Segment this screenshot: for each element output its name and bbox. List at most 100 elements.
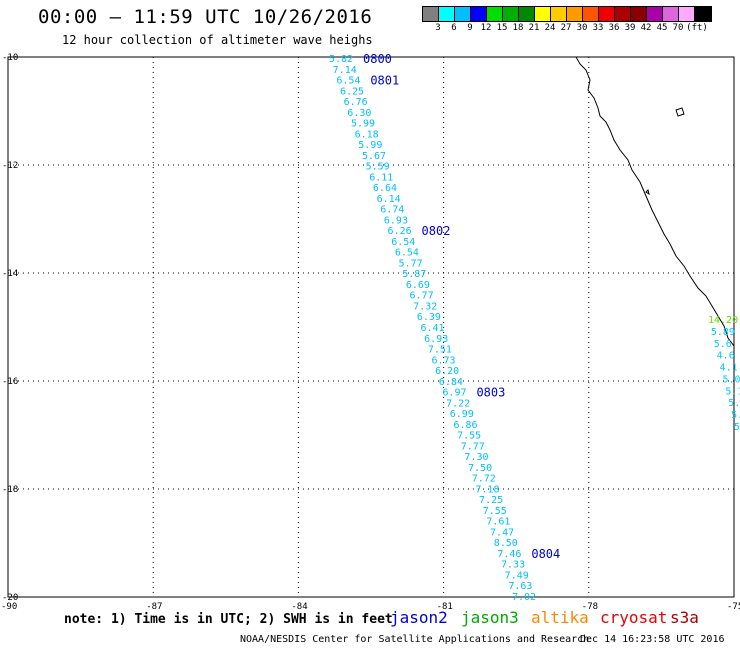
track-value-label: 7.30 — [464, 452, 488, 463]
satellite-legend-item: s3a — [670, 608, 699, 627]
legend-label: 36 — [608, 23, 620, 33]
track-value-label: 6.54 — [391, 237, 415, 248]
island-outline — [645, 189, 650, 196]
legend-swatch — [583, 7, 599, 21]
track-value-label: 7.18 — [475, 484, 499, 495]
page-subtitle: 12 hour collection of altimeter wave hei… — [62, 33, 373, 47]
track-value-label: 6.26 — [388, 226, 412, 237]
track-value-label: 6.14 — [377, 194, 401, 205]
legend-swatch — [471, 7, 487, 21]
lat-tick-label: -16 — [2, 377, 18, 387]
track-value-label: 6.20 — [435, 366, 459, 377]
track-value-label: 7.22 — [446, 398, 470, 409]
legend-swatch — [487, 7, 503, 21]
track-value-label: 7.55 — [457, 431, 481, 442]
track-value-label: 7.02 — [512, 592, 536, 603]
track-value-label: 5.82 — [329, 54, 353, 65]
track-value-label: 6.73 — [431, 355, 455, 366]
coastal-track-value: 5.1 — [725, 386, 740, 397]
track-value-label: 6.93 — [424, 334, 448, 345]
track-value-label: 8.50 — [494, 538, 518, 549]
color-scale-legend — [422, 6, 712, 22]
legend-swatch — [551, 7, 567, 21]
track-value-label: 7.50 — [468, 463, 492, 474]
legend-label: 45 — [656, 23, 668, 33]
legend-swatch — [423, 7, 439, 21]
legend-label: 12 — [480, 23, 492, 33]
legend-label: 6 — [451, 23, 457, 33]
legend-label: 27 — [560, 23, 572, 33]
coastal-track-value: 4.6 — [717, 351, 735, 362]
track-value-label: 6.93 — [384, 215, 408, 226]
map-frame — [7, 56, 735, 598]
legend-swatch — [631, 7, 647, 21]
track-value-label: 6.39 — [417, 312, 441, 323]
track-value-label: 5.99 — [351, 119, 375, 130]
coastal-track-value: 5.0 — [722, 374, 740, 385]
legend-swatch — [439, 7, 455, 21]
coastal-track-value: 5.0 — [734, 422, 740, 433]
legend-label: 39 — [624, 23, 636, 33]
coastal-track-value: 5.6 — [714, 339, 732, 350]
track-time-label: 0804 — [531, 547, 560, 561]
footer-note: note: 1) Time is in UTC; 2) SWH is in fe… — [64, 612, 393, 627]
legend-swatch — [567, 7, 583, 21]
track-value-label: 7.72 — [472, 474, 496, 485]
track-value-label: 7.33 — [501, 560, 525, 571]
track-value-label: 6.54 — [336, 76, 360, 87]
satellite-legend-item: jason2 — [390, 608, 448, 627]
coastline — [575, 56, 735, 347]
legend-label: 30 — [576, 23, 588, 33]
track-value-label: 7.63 — [508, 581, 532, 592]
legend-swatch — [663, 7, 679, 21]
track-value-label: 7.55 — [483, 506, 507, 517]
page-title: 00:00 – 11:59 UTC 10/26/2016 — [38, 6, 373, 28]
legend-label: 3 — [435, 23, 441, 33]
track-value-label: 5.67 — [362, 151, 386, 162]
legend-label: (ft) — [686, 23, 708, 33]
track-value-label: 7.49 — [505, 570, 529, 581]
lat-tick-label: -12 — [2, 161, 18, 171]
legend-label: 24 — [544, 23, 556, 33]
track-time-label: 0800 — [363, 52, 392, 66]
track-value-label: 6.64 — [373, 183, 397, 194]
island-outline — [675, 107, 685, 117]
coastal-track-value: 5.3 — [731, 410, 740, 421]
legend-label: 15 — [496, 23, 508, 33]
track-value-label: 7.77 — [461, 441, 485, 452]
legend-label: 70 — [672, 23, 684, 33]
track-time-label: 0801 — [370, 74, 399, 88]
track-value-label: 7.47 — [490, 527, 514, 538]
track-time-label: 0803 — [476, 386, 505, 400]
legend-swatch — [647, 7, 663, 21]
track-value-label: 6.99 — [450, 409, 474, 420]
lon-tick-label: -78 — [582, 602, 598, 612]
legend-label: 21 — [528, 23, 540, 33]
track-time-label: 0802 — [422, 224, 451, 238]
track-value-label: 6.11 — [369, 172, 393, 183]
credit-text: NOAA/NESDIS Center for Satellite Applica… — [240, 634, 590, 645]
lat-tick-label: -18 — [2, 485, 18, 495]
track-value-label: 7.14 — [333, 65, 357, 76]
track-value-label: 5.77 — [399, 258, 423, 269]
coastal-track-value: 5.89 — [711, 327, 735, 338]
legend-swatch — [455, 7, 471, 21]
legend-label: 42 — [640, 23, 652, 33]
legend-swatch — [695, 7, 711, 21]
lon-tick-label: -87 — [146, 602, 162, 612]
legend-swatch — [679, 7, 695, 21]
track-value-label: 7.32 — [413, 301, 437, 312]
satellite-legend-item: jason3 — [461, 608, 519, 627]
track-value-label: 6.74 — [380, 205, 404, 216]
lon-tick-label: -90 — [1, 602, 17, 612]
track-value-label: 6.86 — [453, 420, 477, 431]
lat-tick-label: -10 — [2, 53, 18, 63]
track-value-label: 7.46 — [497, 549, 521, 560]
track-value-label: 5.99 — [358, 140, 382, 151]
track-value-label: 6.30 — [347, 108, 371, 119]
track-value-label: 6.76 — [344, 97, 368, 108]
lat-tick-label: -20 — [2, 593, 18, 603]
track-value-label: 7.25 — [479, 495, 503, 506]
legend-swatch — [503, 7, 519, 21]
